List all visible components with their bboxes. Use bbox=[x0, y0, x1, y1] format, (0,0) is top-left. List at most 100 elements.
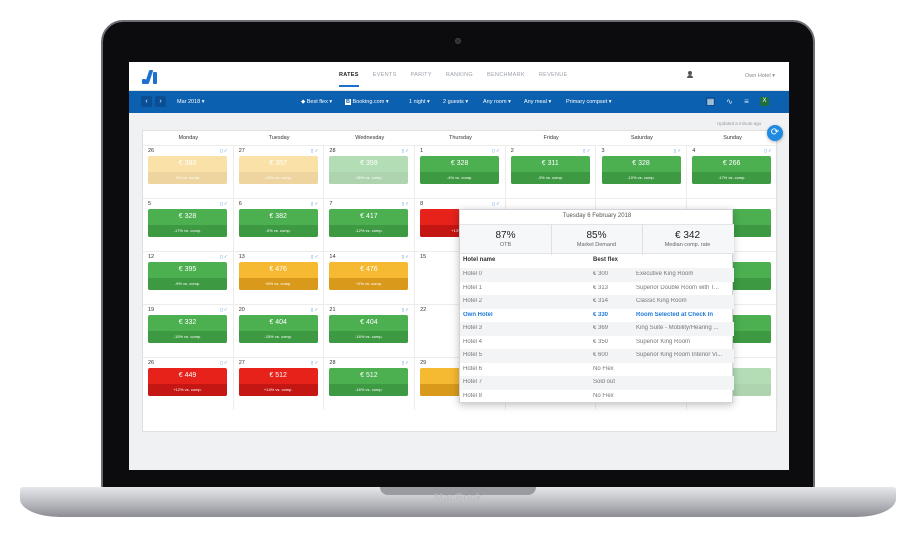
calendar-day-cell[interactable]: 1 ▯ ✓ € 328 -4% vs. comp. bbox=[415, 145, 506, 198]
demand-icon: ▯ ✓ bbox=[220, 307, 228, 312]
calendar-day-cell[interactable]: 20 ▯ ✓ € 404 -15% vs. comp. bbox=[233, 304, 325, 357]
room-type: Room Selected at Check In bbox=[636, 311, 714, 318]
calendar-day-cell[interactable]: 4 ▯ ✓ € 266 -17% vs. comp. bbox=[687, 145, 778, 198]
day-header-wednesday: Wednesday bbox=[355, 135, 385, 141]
calendar-day-cell[interactable]: 3 ▯ ✓ € 328 -10% vs. comp. bbox=[596, 145, 688, 198]
calendar-day-cell[interactable]: 27 ▯ ✓ € 357 -13% vs. comp. bbox=[233, 145, 325, 198]
calendar-day-cell[interactable]: 5 ▯ ✓ € 328 -17% vs. comp. bbox=[143, 198, 234, 251]
best-flex-header: Best flex bbox=[593, 257, 619, 263]
month-selector[interactable]: Mar 2018 ▾ bbox=[177, 99, 205, 105]
rate-tile[interactable]: € 266 -17% vs. comp. bbox=[692, 156, 772, 184]
calendar-day-cell[interactable]: 27 ▯ ✓ € 512 +14% vs. comp. bbox=[233, 357, 325, 410]
rate-comparison: -17% vs. comp. bbox=[148, 225, 227, 237]
rate-price: € 476 bbox=[360, 266, 378, 273]
day-number: 5 bbox=[148, 201, 152, 207]
calendar-icon[interactable]: ▦ bbox=[706, 97, 715, 106]
tab-ranking[interactable]: RANKING bbox=[445, 72, 473, 78]
calendar-day-cell[interactable]: 6 ▯ ✓ € 382 -9% vs. comp. bbox=[233, 198, 325, 251]
rate-tile[interactable]: € 404 -16% vs. comp. bbox=[329, 315, 409, 343]
rate-tile[interactable]: € 328 -4% vs. comp. bbox=[420, 156, 500, 184]
stat-value: € 342 bbox=[674, 230, 701, 241]
competitor-row[interactable]: Hotel 8 No Flex bbox=[460, 390, 734, 404]
rate-tile[interactable]: € 328 -17% vs. comp. bbox=[148, 209, 227, 237]
tab-benchmark[interactable]: BENCHMARK bbox=[486, 72, 525, 78]
stat-divider bbox=[642, 225, 643, 255]
rate-price: € 328 bbox=[178, 213, 197, 220]
rate-tile[interactable]: € 476 +6% vs. comp. bbox=[238, 262, 318, 290]
guests-selector[interactable]: 2 guests ▾ bbox=[443, 99, 469, 105]
tab-events[interactable]: EVENTS bbox=[372, 72, 397, 78]
rate-comparison: -35% vs. comp. bbox=[329, 172, 409, 184]
line-chart-icon[interactable]: ∿ bbox=[726, 97, 733, 106]
competitor-row[interactable]: Hotel 2 € 314 Classic King Room bbox=[460, 295, 734, 309]
demand-icon: ▯ ✓ bbox=[310, 148, 319, 153]
rate-comparison: -16% vs. comp. bbox=[329, 384, 409, 396]
hotel-name: Hotel 0 bbox=[463, 271, 483, 277]
demand-icon: ▯ ✓ bbox=[764, 148, 772, 153]
demand-icon: ▯ ✓ bbox=[401, 254, 410, 259]
competitor-row[interactable]: Own Hotel € 330 Room Selected at Check In bbox=[460, 309, 734, 323]
compset-selector[interactable]: Primary compset ▾ bbox=[566, 99, 612, 105]
rate-tile[interactable]: € 359 -35% vs. comp. bbox=[329, 156, 409, 184]
rate-tile[interactable]: € 395 -9% vs. comp. bbox=[148, 262, 227, 290]
rate-tile[interactable]: € 512 +14% vs. comp. bbox=[238, 368, 318, 396]
rate-tile[interactable]: € 357 -13% vs. comp. bbox=[238, 156, 318, 184]
rate-price: € 332 bbox=[178, 319, 197, 326]
day-number: 14 bbox=[329, 254, 336, 260]
rate-price: € 449 bbox=[178, 372, 197, 379]
rate-tile[interactable]: € 512 -16% vs. comp. bbox=[329, 368, 409, 396]
calendar-day-cell[interactable]: 12 ▯ ✓ € 395 -9% vs. comp. bbox=[143, 251, 234, 304]
rate-tile[interactable]: € 332 -15% vs. comp. bbox=[148, 315, 227, 343]
competitor-row[interactable]: Hotel 7 Sold out bbox=[460, 376, 734, 390]
calendar-day-cell[interactable]: 26 ▯ ✓ € 449 +12% vs. comp. bbox=[143, 357, 234, 410]
calendar-day-cell[interactable]: 21 ▯ ✓ € 404 -16% vs. comp. bbox=[324, 304, 416, 357]
rate-tile[interactable]: € 476 +2% vs. comp. bbox=[329, 262, 409, 290]
room-selector[interactable]: Any room ▾ bbox=[483, 99, 511, 105]
competitor-row[interactable]: Hotel 4 € 350 Superior King Room bbox=[460, 336, 734, 350]
list-icon[interactable]: ≡ bbox=[744, 97, 749, 106]
rate-tile[interactable]: € 328 -10% vs. comp. bbox=[601, 156, 681, 184]
hotel-name: Hotel 4 bbox=[463, 338, 483, 345]
calendar-day-cell[interactable]: 7 ▯ ✓ € 417 -12% vs. comp. bbox=[324, 198, 416, 251]
calendar-day-cell[interactable]: 2 ▯ ✓ € 311 -3% vs. comp. bbox=[505, 145, 597, 198]
rate-tile[interactable]: € 311 -3% vs. comp. bbox=[510, 156, 590, 184]
rate-tile[interactable]: € 417 -12% vs. comp. bbox=[329, 209, 409, 237]
hotel-selector[interactable]: Own Hotel ▾ bbox=[745, 73, 775, 79]
calendar-day-cell[interactable]: 19 ▯ ✓ € 332 -15% vs. comp. bbox=[143, 304, 234, 357]
demand-icon: ▯ ✓ bbox=[220, 360, 228, 365]
day-number: 20 bbox=[238, 307, 245, 313]
rate-tile[interactable]: € 449 +12% vs. comp. bbox=[148, 368, 227, 396]
tab-parity[interactable]: PARITY bbox=[410, 72, 432, 78]
excel-icon[interactable]: X bbox=[760, 97, 769, 106]
competitor-row[interactable]: Hotel 5 € 600 Superior King Room Interior … bbox=[460, 349, 734, 363]
source-selector[interactable]: B Booking.com ▾ bbox=[345, 99, 389, 105]
calendar-day-cell[interactable]: 14 ▯ ✓ € 476 +2% vs. comp. bbox=[324, 251, 416, 304]
calendar-day-cell[interactable]: 13 ▯ ✓ € 476 +6% vs. comp. bbox=[233, 251, 325, 304]
nights-selector[interactable]: 1 night ▾ bbox=[409, 99, 430, 105]
rate-tile[interactable]: € 382 -9% vs. comp. bbox=[238, 209, 318, 237]
rate-comparison: -9% vs. comp. bbox=[148, 172, 227, 184]
next-month-button[interactable]: › bbox=[155, 96, 166, 107]
hotel-rate: No Flex bbox=[593, 392, 614, 399]
rate-tile[interactable]: € 404 -15% vs. comp. bbox=[238, 315, 318, 343]
calendar-day-cell[interactable]: 28 ▯ ✓ € 359 -35% vs. comp. bbox=[324, 145, 416, 198]
meal-selector[interactable]: Any meal ▾ bbox=[524, 99, 552, 105]
prev-month-button[interactable]: ‹ bbox=[141, 96, 152, 107]
competitor-row[interactable]: Hotel 6 No Flex bbox=[460, 363, 734, 377]
tab-revenue[interactable]: REVENUE bbox=[538, 72, 568, 78]
calendar-day-cell[interactable]: 28 ▯ ✓ € 512 -16% vs. comp. bbox=[324, 357, 416, 410]
refresh-button[interactable]: ⟳ bbox=[767, 125, 783, 141]
hotel-name: Hotel 1 bbox=[463, 284, 483, 291]
calendar-day-cell[interactable]: 26 ▯ ✓ € 383 -9% vs. comp. bbox=[143, 145, 234, 198]
rate-comparison: -17% vs. comp. bbox=[692, 172, 772, 184]
user-icon[interactable] bbox=[687, 71, 695, 79]
rate-type-selector[interactable]: ◆ Best flex ▾ bbox=[301, 99, 332, 105]
laptop-brand: MacBook bbox=[434, 492, 482, 504]
competitor-row[interactable]: Hotel 1 € 313 Superior Double Room with T.… bbox=[460, 282, 734, 296]
competitor-row[interactable]: Hotel 3 € 369 King Suite - Mobility/Hearin… bbox=[460, 322, 734, 336]
rate-tile[interactable]: € 383 -9% vs. comp. bbox=[148, 156, 227, 184]
logo-icon[interactable] bbox=[142, 70, 158, 84]
tab-rates[interactable]: RATES bbox=[339, 72, 359, 87]
competitor-row[interactable]: Hotel 0 € 300 Executive King Room bbox=[460, 268, 734, 282]
